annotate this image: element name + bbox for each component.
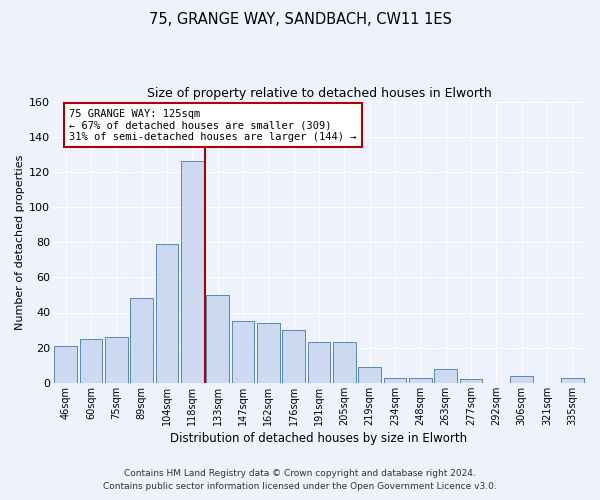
Text: Contains public sector information licensed under the Open Government Licence v3: Contains public sector information licen… [103, 482, 497, 491]
Bar [55, 346, 77, 383]
Bar [257, 323, 280, 383]
Bar [561, 378, 584, 383]
Bar [333, 342, 356, 383]
Y-axis label: Number of detached properties: Number of detached properties [15, 154, 25, 330]
Bar [283, 330, 305, 383]
Bar [358, 367, 381, 383]
Bar [105, 337, 128, 383]
Bar [383, 378, 406, 383]
Bar [181, 162, 204, 383]
Bar [130, 298, 153, 383]
Text: 75, GRANGE WAY, SANDBACH, CW11 1ES: 75, GRANGE WAY, SANDBACH, CW11 1ES [149, 12, 451, 28]
Title: Size of property relative to detached houses in Elworth: Size of property relative to detached ho… [146, 88, 491, 101]
Bar [308, 342, 331, 383]
Bar [80, 339, 103, 383]
X-axis label: Distribution of detached houses by size in Elworth: Distribution of detached houses by size … [170, 432, 467, 445]
Bar [232, 322, 254, 383]
Text: Contains HM Land Registry data © Crown copyright and database right 2024.: Contains HM Land Registry data © Crown c… [124, 469, 476, 478]
Bar [434, 368, 457, 383]
Bar [510, 376, 533, 383]
Text: 75 GRANGE WAY: 125sqm
← 67% of detached houses are smaller (309)
31% of semi-det: 75 GRANGE WAY: 125sqm ← 67% of detached … [69, 108, 356, 142]
Bar [409, 378, 432, 383]
Bar [155, 244, 178, 383]
Bar [206, 295, 229, 383]
Bar [460, 380, 482, 383]
